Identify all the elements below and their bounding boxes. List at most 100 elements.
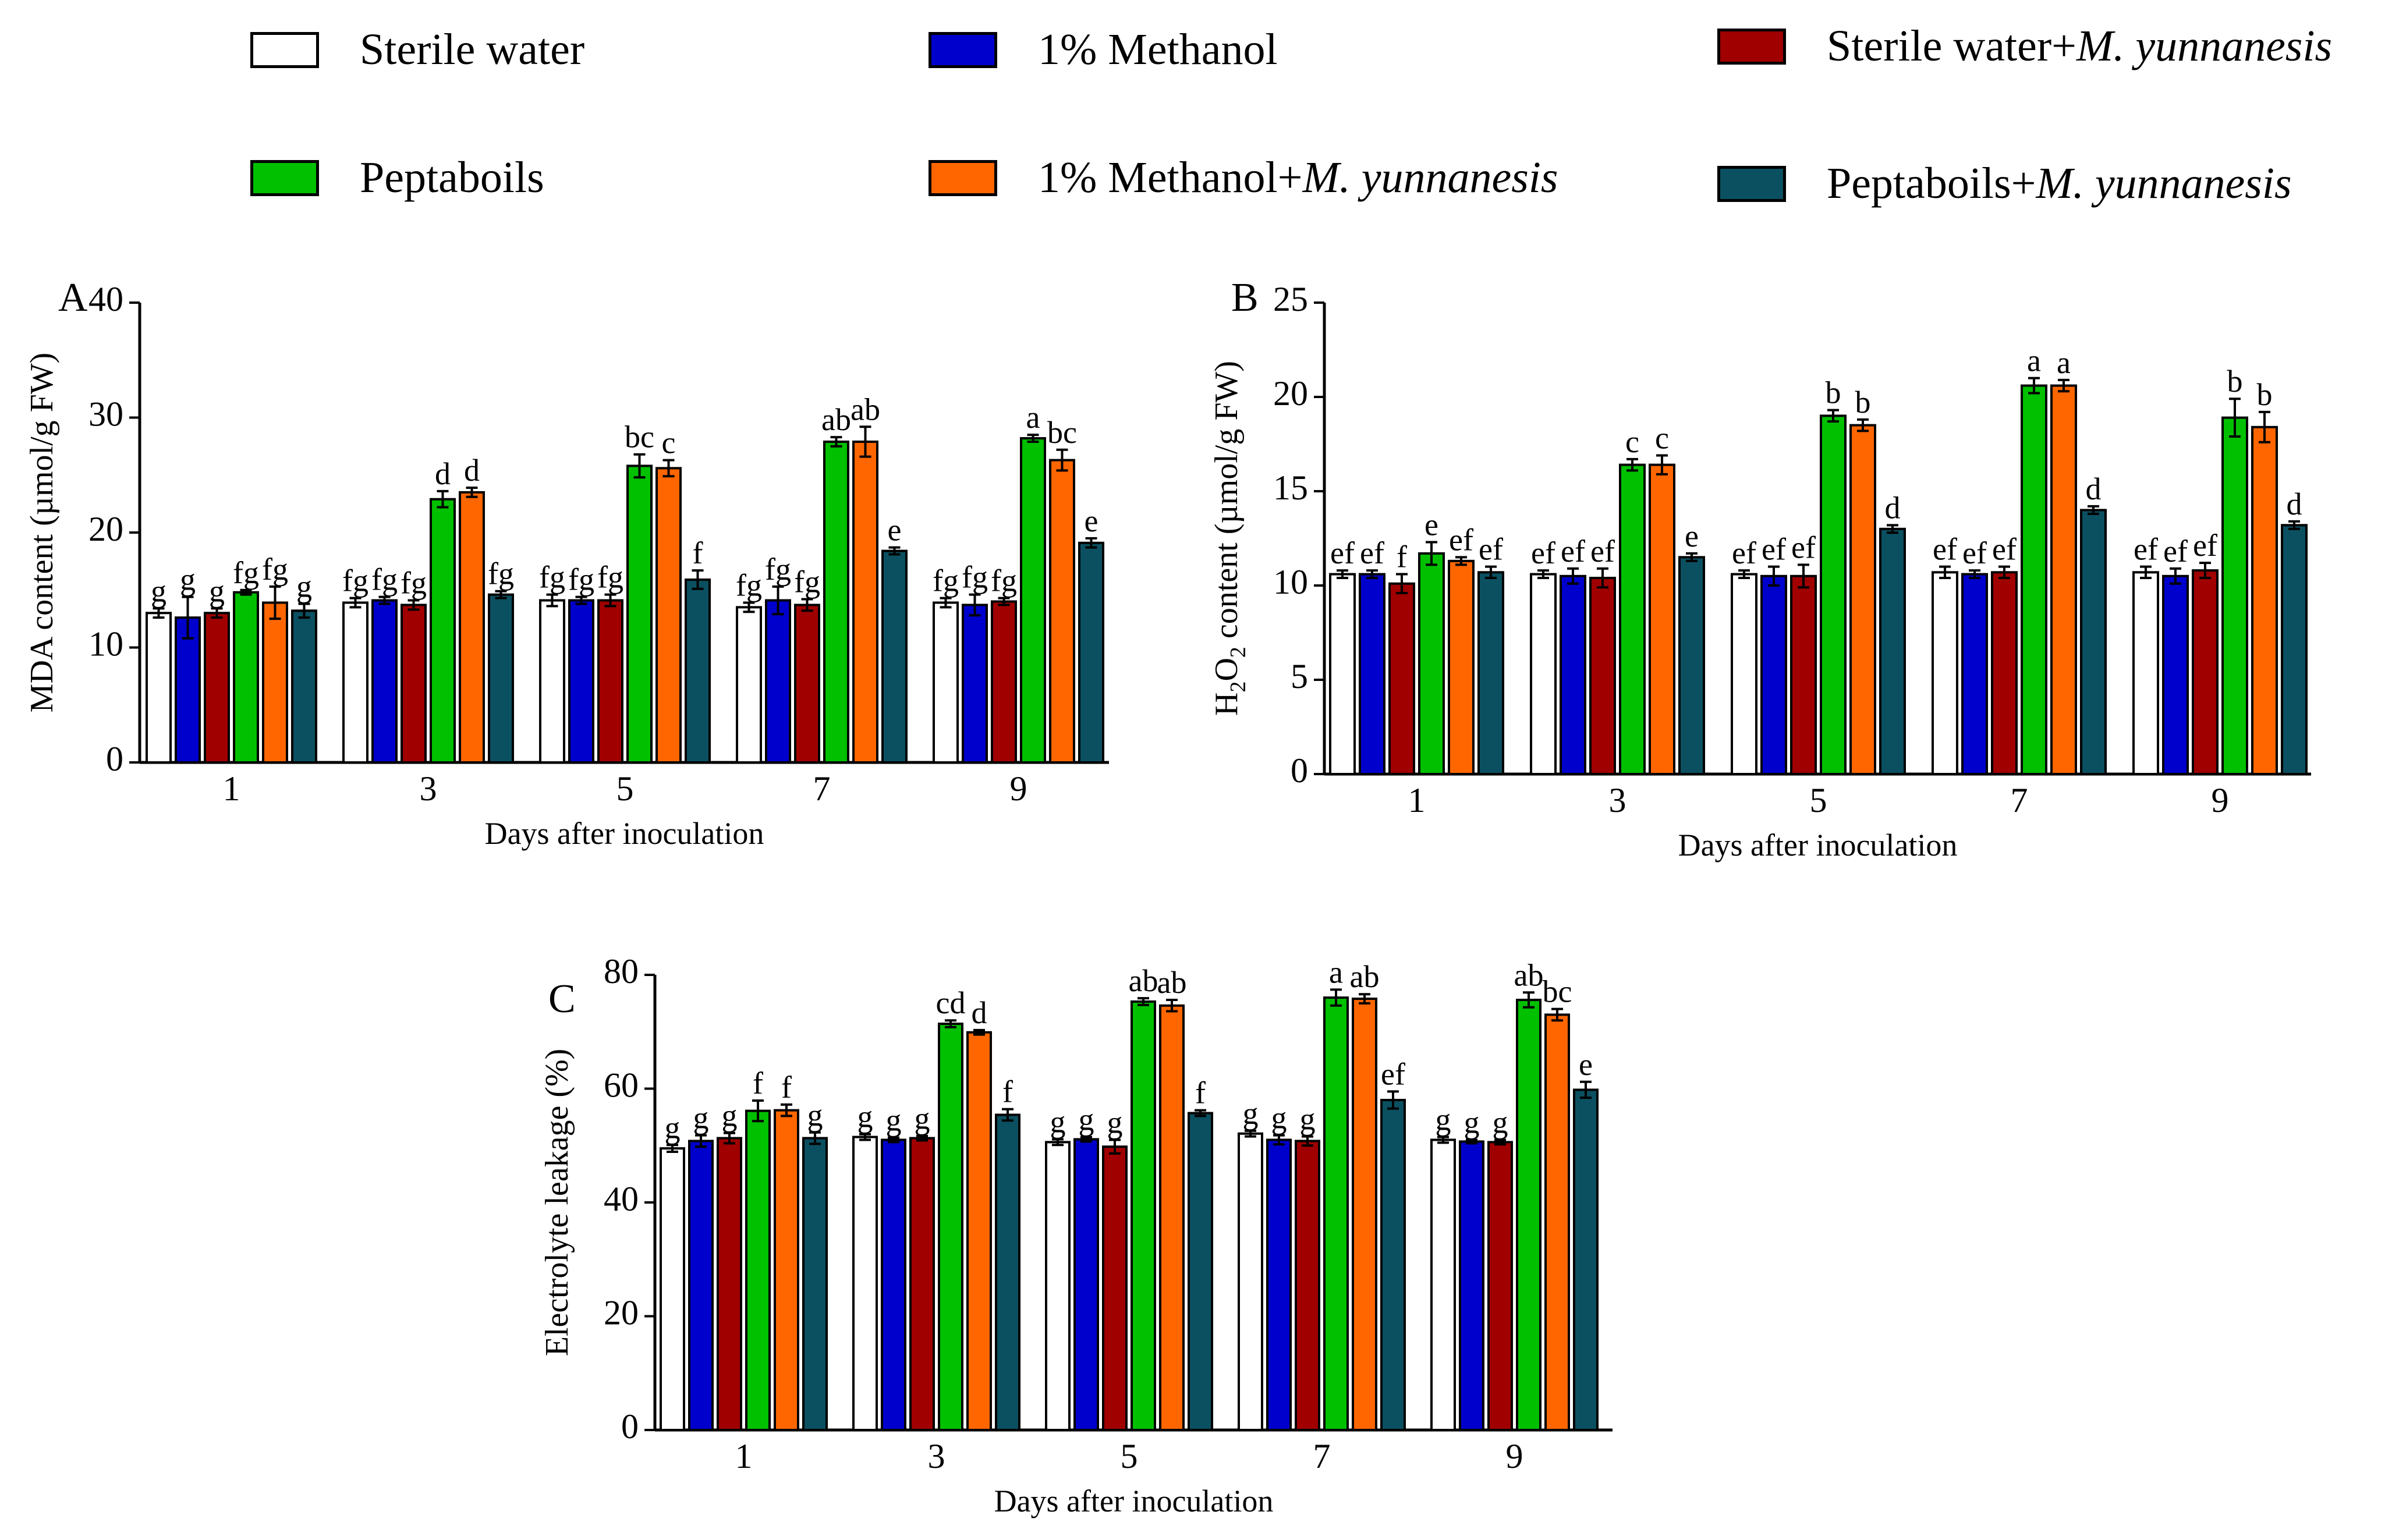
x-axis-label: Days after inoculation (485, 816, 764, 851)
bar-sterile-water (660, 1147, 685, 1431)
significance-label: g (722, 1098, 738, 1133)
bar-methanol (962, 604, 988, 764)
significance-label: ef (1381, 1056, 1405, 1091)
significance-label: ef (1479, 532, 1503, 567)
significance-label: g (1464, 1105, 1480, 1140)
significance-label: a (1329, 954, 1343, 989)
bar-sterile-water (2132, 571, 2159, 775)
bar-sterile-water (342, 601, 368, 764)
significance-label: ef (2193, 528, 2217, 563)
bar-methanol (1359, 573, 1385, 775)
legend-item-sterile-water: Sterile water (250, 24, 584, 75)
bar-sterile-water (1045, 1141, 1071, 1431)
significance-label: fg (991, 563, 1017, 598)
x-tick-label: 9 (1010, 769, 1027, 808)
y-tick-label: 30 (88, 395, 123, 433)
bar-peptaboils (204, 612, 230, 764)
bar-sterile-water-my (2221, 416, 2248, 775)
bar-peptaboils-my (1188, 1112, 1213, 1431)
significance-label: g (1436, 1102, 1451, 1137)
significance-label: ef (1330, 535, 1355, 570)
bar-peptaboils (717, 1137, 742, 1431)
bar-sterile-water (933, 601, 959, 764)
significance-label: fg (597, 560, 623, 595)
bar-peptaboils-my (2281, 524, 2308, 775)
y-tick-label: 80 (604, 952, 639, 991)
x-tick-label: 7 (1313, 1437, 1331, 1475)
bar-methanol-my (852, 440, 878, 764)
bar-peptaboils-my (291, 609, 317, 764)
x-axis-label: Days after inoculation (1678, 828, 1958, 863)
bar-sterile-water-my (1323, 996, 1349, 1431)
legend-label-sterile-water: Sterile water (360, 25, 585, 74)
y-tick-label: 10 (1273, 563, 1308, 601)
bar-sterile-water-my (2021, 384, 2047, 775)
bar-peptaboils (909, 1137, 935, 1431)
bar-methanol-my (1544, 1013, 1570, 1432)
bar-methanol (371, 599, 398, 764)
significance-label: g (807, 1098, 823, 1133)
significance-label: ab (1129, 963, 1158, 998)
bar-peptaboils (401, 604, 427, 764)
bar-sterile-water (539, 599, 565, 764)
x-tick-label: 1 (1408, 781, 1426, 819)
legend-item-peptaboils-my: Peptaboils+M. yunnanesis (1717, 158, 2292, 209)
bar-sterile-water-my (1020, 437, 1046, 764)
legend-swatch-methanol-my (929, 159, 997, 196)
significance-label: fg (488, 556, 514, 591)
significance-label: f (693, 535, 703, 570)
bar-peptaboils-my (1573, 1088, 1599, 1431)
significance-label: fg (233, 555, 259, 590)
significance-label: ab (1157, 965, 1187, 1000)
y-axis-label: MDA content (µmol/g FW) (24, 353, 60, 713)
significance-label: cd (936, 985, 966, 1020)
y-tick-label: 40 (88, 280, 123, 318)
bar-sterile-water-my (1619, 463, 1646, 775)
significance-label: d (464, 453, 480, 488)
bar-methanol (688, 1140, 714, 1432)
bar-methanol (175, 616, 201, 764)
significance-label: g (665, 1110, 681, 1145)
bar-methanol-my (1049, 459, 1075, 764)
bar-peptaboils (597, 599, 623, 764)
significance-label: g (1493, 1105, 1508, 1140)
chart-panel-c: C 0 20 40 60 80 Electrolyte leakage (%) Days af… (539, 952, 1613, 1518)
y-tick-label: 40 (604, 1180, 639, 1218)
panel-letter: A (58, 275, 88, 320)
bar-sterile-water (1731, 573, 1757, 775)
bar-peptaboils-my (995, 1113, 1020, 1431)
significance-label: fg (765, 552, 791, 587)
bar-sterile-water-my (1516, 999, 1541, 1431)
significance-label: b (2227, 364, 2243, 399)
y-tick-label: 5 (1291, 657, 1308, 696)
significance-label: g (915, 1101, 930, 1136)
bar-sterile-water-my (823, 440, 849, 764)
legend-item-sterile-water-my: Sterile water+M. yunnanesis (1717, 21, 2332, 72)
significance-label: b (2257, 377, 2273, 412)
significance-label: bc (1047, 415, 1077, 450)
significance-label: ab (821, 402, 851, 437)
y-tick-label: 0 (106, 740, 123, 778)
panel-letter: C (548, 977, 576, 1021)
significance-label: g (857, 1099, 873, 1134)
bar-peptaboils (1589, 577, 1616, 775)
significance-label: a (2027, 343, 2041, 378)
bar-peptaboils (1295, 1140, 1320, 1432)
significance-label: ef (1590, 534, 1615, 569)
bar-methanol-my (1649, 463, 1675, 775)
significance-label: ab (1514, 957, 1544, 992)
bar-peptaboils-my (1879, 527, 1906, 775)
y-tick-label: 0 (1291, 751, 1308, 790)
bar-sterile-water-my (626, 464, 653, 764)
bar-sterile-water (1530, 573, 1557, 775)
significance-label: ef (1531, 535, 1555, 570)
x-tick-label: 7 (813, 769, 831, 808)
bar-methanol-my (2251, 425, 2278, 775)
significance-label: c (1655, 420, 1669, 455)
significance-label: g (1079, 1102, 1094, 1137)
bar-peptaboils-my (1678, 556, 1705, 776)
x-tick-label: 1 (735, 1437, 753, 1475)
legend-item-methanol-my: 1% Methanol+M. yunnanesis (929, 152, 1558, 203)
significance-label: g (151, 573, 166, 608)
bar-peptaboils (991, 600, 1017, 764)
